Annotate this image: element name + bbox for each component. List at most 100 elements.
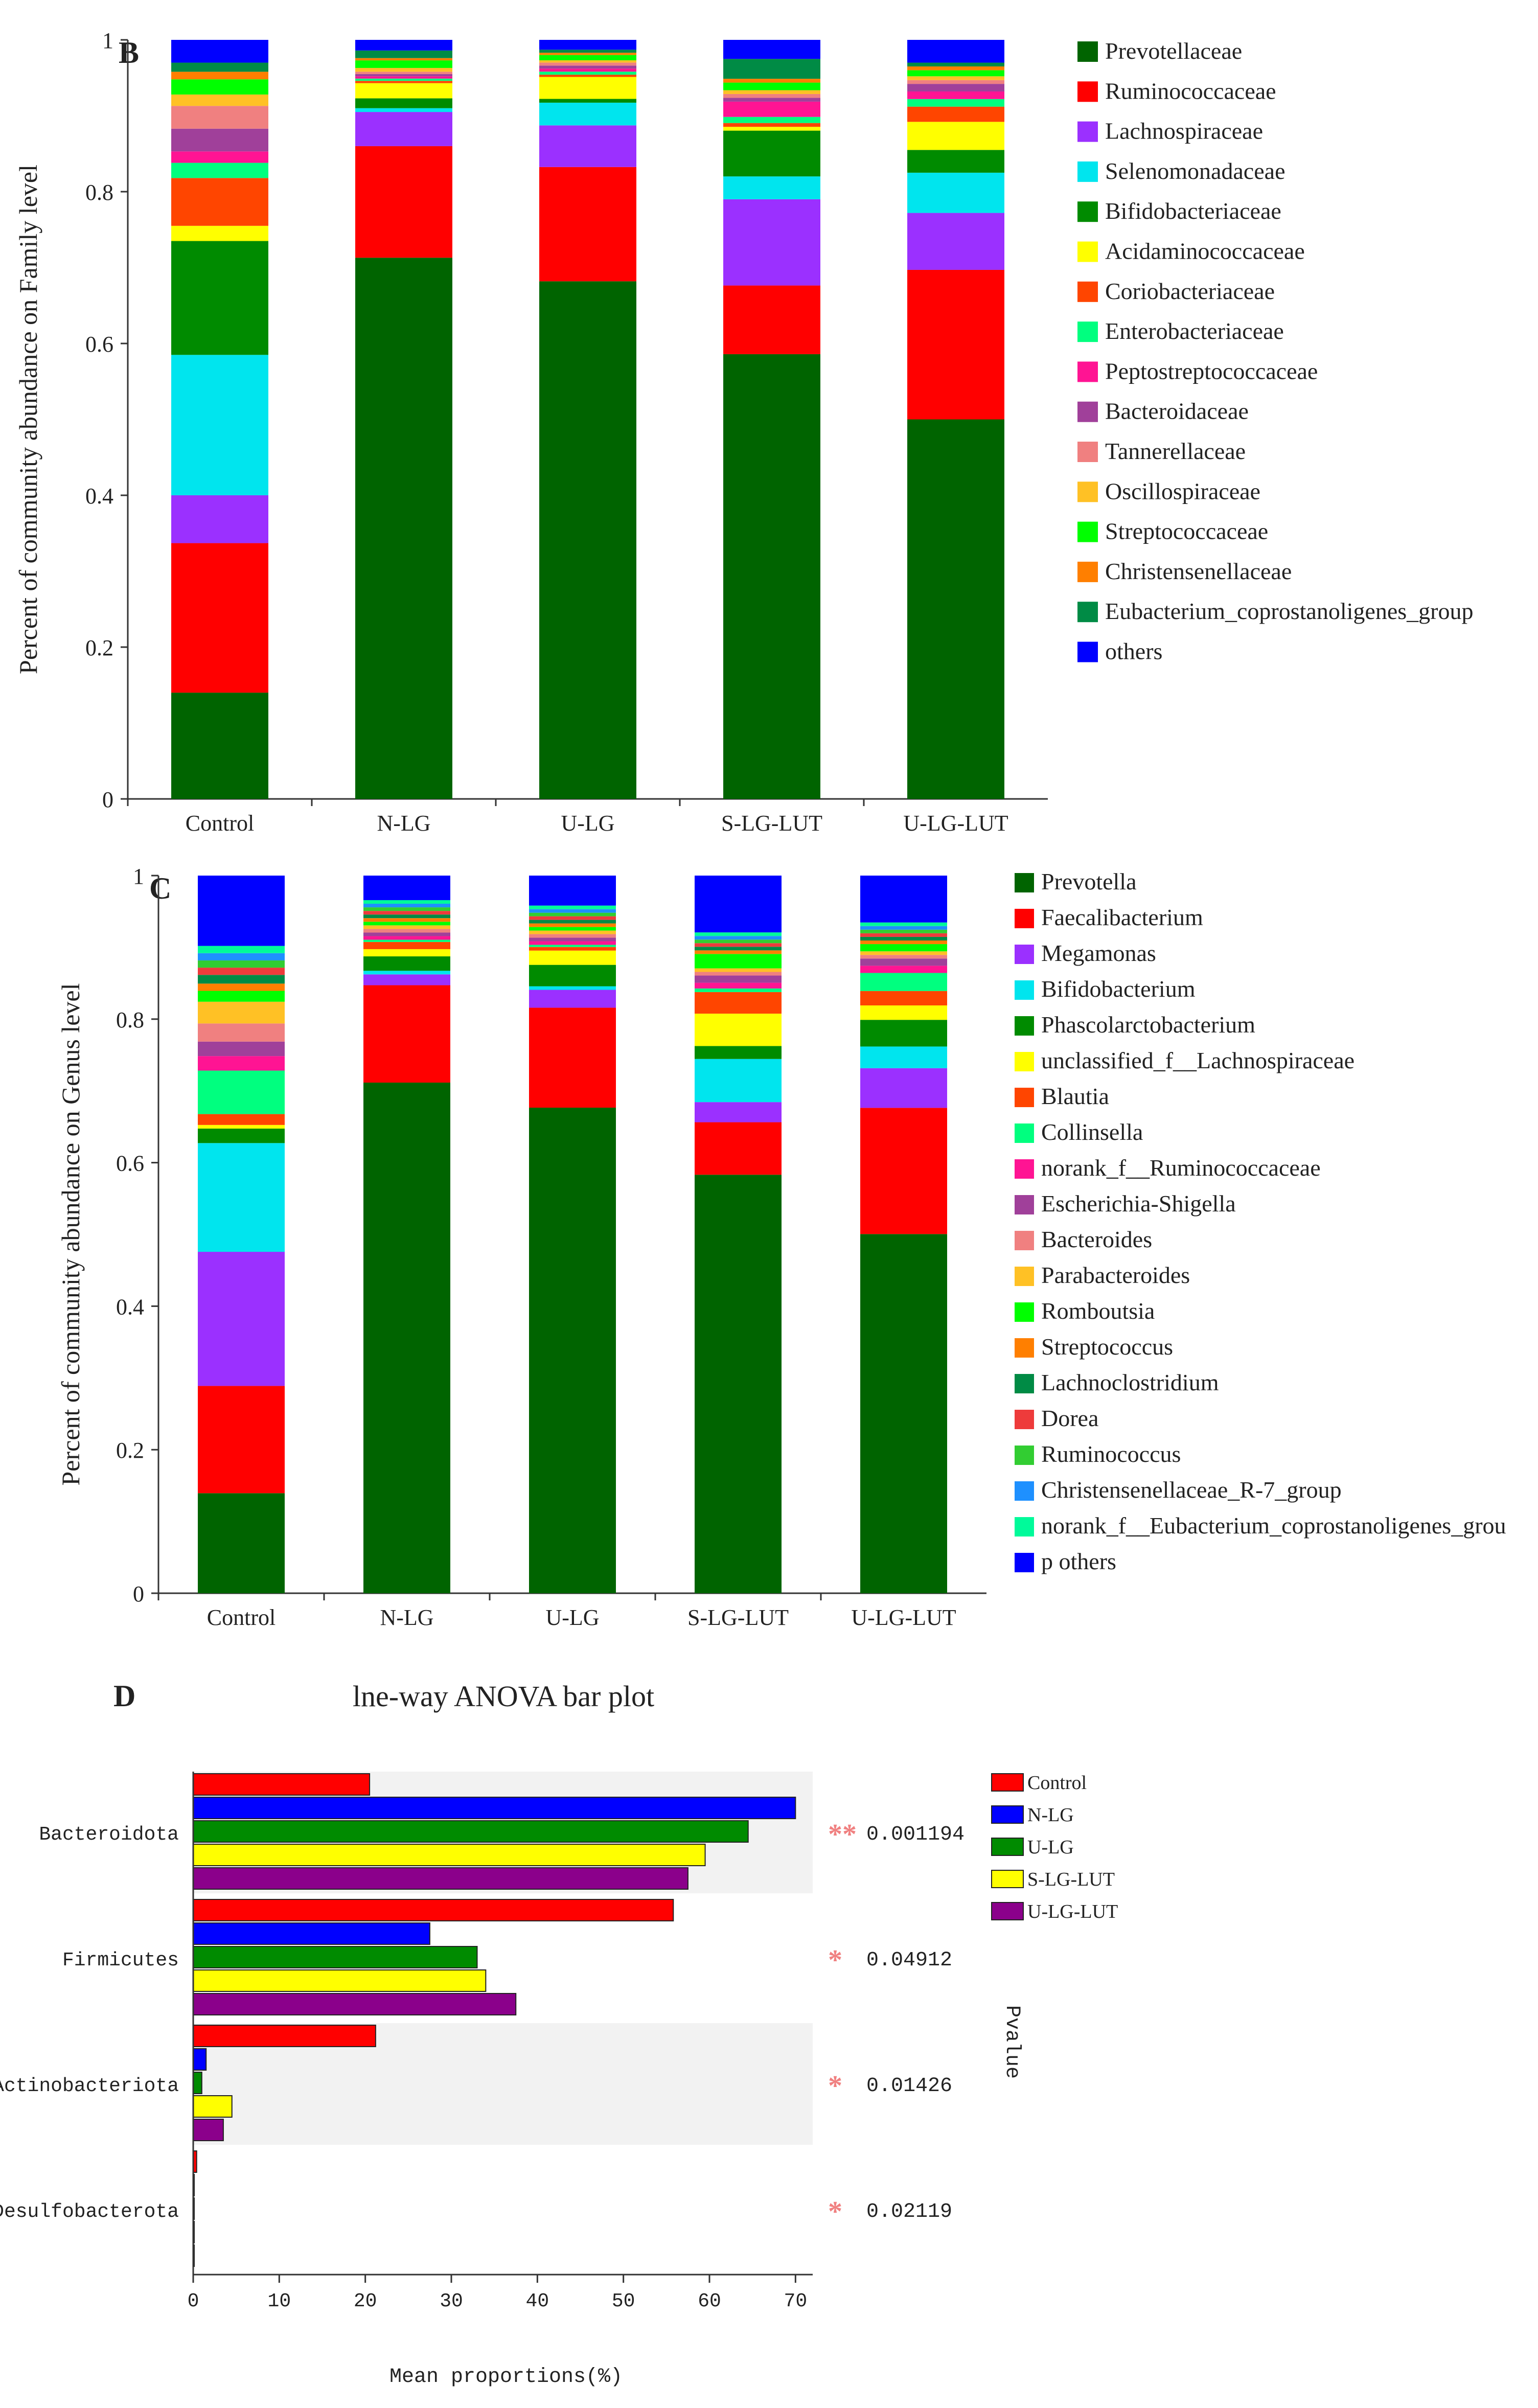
legend-swatch-romboutsia	[1015, 1302, 1034, 1322]
legend-swatch-selenomonadaceae	[1077, 161, 1098, 182]
bar-segment-p-others	[198, 876, 285, 946]
bar-segment-p-others	[860, 876, 947, 923]
bar-segment-coriobacteriaceae	[907, 106, 1004, 122]
bar-segment-christensenellaceae-r-7-group	[695, 936, 782, 940]
legend-swatch-phascolarctobacterium	[1015, 1016, 1034, 1036]
bar-segment-bifidobacteriaceae	[723, 130, 820, 177]
bar-segment-lachnospiraceae	[907, 213, 1004, 270]
legend-label-peptostreptococcaceae: Peptostreptococcaceae	[1105, 358, 1318, 384]
bar-segment-p-others	[529, 876, 616, 906]
bar-segment-lachnospiraceae	[355, 112, 452, 146]
legend-swatch-norank-f-ruminococcaceae	[1015, 1159, 1034, 1179]
legend-label-control: Control	[1027, 1772, 1087, 1794]
bar-segment-bacteroides	[363, 929, 450, 933]
significance-marker: *	[828, 2196, 842, 2228]
chart-title: lne-way ANOVA bar plot	[353, 1680, 654, 1713]
x-tick-label: 70	[784, 2290, 808, 2312]
bar-segment-norank-f-ruminococcaceae	[860, 966, 947, 973]
bar-segment-norank-f-ruminococcaceae	[695, 982, 782, 989]
legend-swatch-s-lg-lut	[991, 1870, 1024, 1888]
bar-segment-oscillospiraceae	[907, 76, 1004, 80]
family-stacked-bar-chart: B 0 0.2 0.4 0.6 0.8 1 Percent of community abun…	[14, 28, 1473, 836]
legend-swatch-ruminococcus	[1015, 1446, 1034, 1465]
bar-segment-phascolarctobacterium	[529, 965, 616, 987]
bar-segment-collinsella	[529, 945, 616, 947]
bar-segment-christensenellaceae	[355, 58, 452, 61]
bar-control-actinobacteriota	[193, 2025, 376, 2047]
bar-segment-blautia	[198, 1114, 285, 1125]
bar-segment-collinsella	[363, 939, 450, 942]
x-tick-label: 0	[188, 2290, 199, 2312]
significance-marker: **	[828, 1819, 857, 1850]
p-value-axis-label: Pvalue	[1000, 2005, 1023, 2079]
legend-swatch-u-lg-lut	[991, 1902, 1024, 1920]
bar-segment-christensenellaceae	[539, 53, 636, 55]
bar-n-lg-actinobacteriota	[193, 2048, 207, 2071]
bar-control-firmicutes	[193, 1899, 674, 1921]
bar-segment-selenomonadaceae	[907, 172, 1004, 213]
legend-swatch-bifidobacteriaceae	[1077, 201, 1098, 222]
bar-segment-coriobacteriaceae	[171, 178, 268, 226]
bar-segment-streptococcaceae	[171, 79, 268, 95]
bar-segment-norank-f-ruminococcaceae	[529, 941, 616, 945]
bar-segment-acidaminococcaceae	[171, 225, 268, 241]
bar-segment-blautia	[860, 991, 947, 1005]
legend-label-streptococcaceae: Streptococcaceae	[1105, 518, 1268, 544]
bar-segment-dorea	[529, 916, 616, 920]
legend-label-prevotella: Prevotella	[1041, 868, 1137, 895]
bar-segment-unclassified-f-lachnospiraceae	[860, 1005, 947, 1020]
bar-segment-selenomonadaceae	[539, 102, 636, 126]
bar-segment-ruminococcaceae	[355, 146, 452, 258]
category-label: Desulfobacterota	[0, 2201, 179, 2223]
legend-label-enterobacteriaceae: Enterobacteriaceae	[1105, 318, 1284, 344]
bar-segment-oscillospiraceae	[723, 90, 820, 94]
y-tick-label: 0.6	[116, 1151, 144, 1176]
legend-swatch-parabacteroides	[1015, 1267, 1034, 1286]
legend-swatch-acidaminococcaceae	[1077, 241, 1098, 262]
bar-segment-norank-f-eubacterium-coprostanoligenes-grou	[860, 922, 947, 926]
bar-segment-faecalibacterium	[198, 1386, 285, 1494]
y-axis-label: Percent of community abundance on Family…	[14, 165, 42, 674]
bar-segment-bifidobacteriaceae	[539, 99, 636, 103]
x-tick-label: 40	[526, 2290, 549, 2312]
bar-segment-parabacteroides	[363, 925, 450, 929]
bar-s-lg-lut-firmicutes	[193, 1969, 487, 1992]
bar-segment-enterobacteriaceae	[539, 72, 636, 75]
bar-s-lg-lut-actinobacteriota	[193, 2095, 233, 2118]
legend-swatch-oscillospiraceae	[1077, 481, 1098, 502]
legend-swatch-streptococcaceae	[1077, 521, 1098, 542]
x-tick-label: Control	[186, 811, 254, 836]
p-value: 0.001194	[866, 1823, 965, 1846]
bar-segment-faecalibacterium	[860, 1108, 947, 1234]
legend-swatch-unclassified-f-lachnospiraceae	[1015, 1052, 1034, 1071]
x-tick-label: 50	[612, 2290, 635, 2312]
bar-segment-phascolarctobacterium	[860, 1020, 947, 1047]
x-tick-label: U-LG-LUT	[903, 811, 1008, 836]
legend-swatch-bacteroidaceae	[1077, 401, 1098, 422]
bar-segment-bifidobacterium	[198, 1143, 285, 1252]
legend-swatch-faecalibacterium	[1015, 909, 1034, 928]
y-tick-label: 0.8	[116, 1007, 144, 1033]
legend-label-acidaminococcaceae: Acidaminococcaceae	[1105, 238, 1305, 264]
legend-swatch-u-lg	[991, 1838, 1024, 1856]
bar-segment-eubacterium-coprostanoligenes-group	[907, 62, 1004, 66]
legend-label-u-lg: U-LG	[1027, 1837, 1074, 1858]
bar-segment-p-others	[695, 876, 782, 933]
bar-segment-bifidobacteriaceae	[907, 150, 1004, 173]
bar-segment-bacteroidaceae	[171, 128, 268, 152]
bar-segment-romboutsia	[198, 991, 285, 1002]
bar-segment-lachnospiraceae	[171, 495, 268, 543]
legend-label-p-others: p others	[1041, 1548, 1116, 1574]
bar-segment-eubacterium-coprostanoligenes-group	[539, 50, 636, 53]
bar-segment-enterobacteriaceae	[907, 99, 1004, 107]
bar-segment-collinsella	[198, 1070, 285, 1114]
legend-label-tannerellaceae: Tannerellaceae	[1105, 438, 1246, 464]
bar-segment-coriobacteriaceae	[723, 123, 820, 127]
legend-swatch-ruminococcaceae	[1077, 81, 1098, 102]
bar-segment-christensenellaceae-r-7-group	[363, 904, 450, 908]
legend-swatch-n-lg	[991, 1805, 1024, 1824]
bar-segment-others	[539, 40, 636, 50]
p-value: 0.04912	[866, 1949, 952, 1972]
bar-segment-christensenellaceae-r-7-group	[529, 909, 616, 913]
